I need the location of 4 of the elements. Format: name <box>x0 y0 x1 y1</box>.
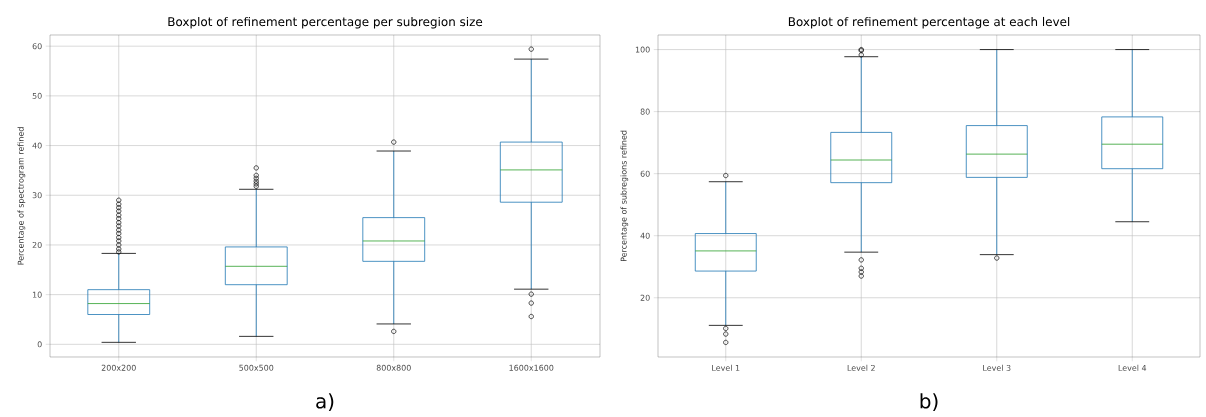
chart-title: Boxplot of refinement percentage at each level <box>788 16 1070 29</box>
text: a) <box>316 393 334 411</box>
chart-title: Boxplot of refinement percentage per subregion size <box>168 16 483 29</box>
text: b) <box>920 393 938 411</box>
